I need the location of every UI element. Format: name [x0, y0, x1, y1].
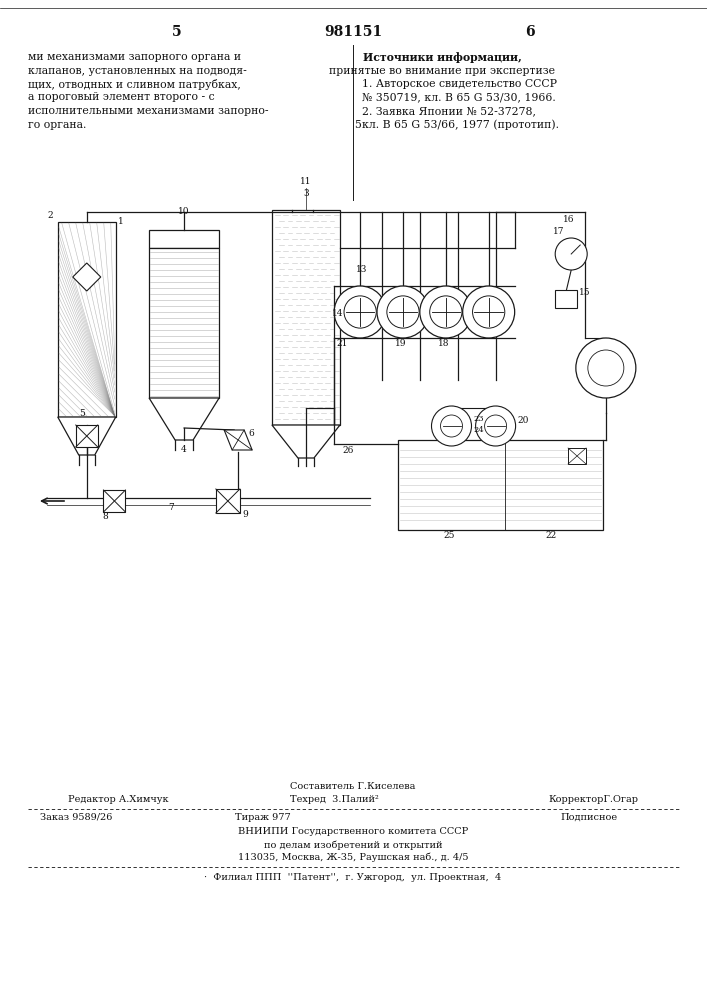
Text: Заказ 9589/26: Заказ 9589/26	[40, 813, 112, 822]
Text: 26: 26	[342, 446, 354, 455]
Text: 1: 1	[118, 217, 124, 226]
Text: Редактор А.Химчук: Редактор А.Химчук	[68, 795, 169, 804]
Text: 11: 11	[300, 177, 312, 186]
Text: 10: 10	[178, 207, 189, 216]
Circle shape	[334, 286, 386, 338]
Circle shape	[462, 286, 515, 338]
Circle shape	[431, 406, 472, 446]
Text: принятые во внимание при экспертизе: принятые во внимание при экспертизе	[329, 66, 555, 76]
Circle shape	[484, 415, 507, 437]
Text: по делам изобретений и открытий: по делам изобретений и открытий	[264, 840, 443, 850]
Text: 15: 15	[580, 288, 591, 297]
Text: 981151: 981151	[324, 25, 382, 39]
Text: 2: 2	[48, 211, 53, 220]
Circle shape	[387, 296, 419, 328]
Circle shape	[472, 296, 505, 328]
Circle shape	[430, 296, 462, 328]
Circle shape	[555, 238, 588, 270]
Circle shape	[344, 296, 376, 328]
Bar	[149, 230, 219, 248]
Bar	[216, 489, 240, 513]
Text: 25: 25	[443, 531, 455, 540]
Bar	[103, 490, 125, 512]
Text: 4: 4	[181, 445, 187, 454]
Text: ми механизмами запорного органа и: ми механизмами запорного органа и	[28, 52, 241, 62]
Text: 24: 24	[474, 426, 484, 434]
Text: 19: 19	[395, 339, 407, 348]
Text: 6: 6	[248, 429, 254, 438]
Polygon shape	[149, 398, 219, 440]
Text: 17: 17	[553, 227, 565, 236]
Text: а пороговый элемент второго - с: а пороговый элемент второго - с	[28, 93, 215, 103]
Bar	[76, 425, 98, 447]
Text: 16: 16	[563, 215, 575, 224]
Text: 2. Заявка Японии № 52-37278,: 2. Заявка Японии № 52-37278,	[362, 106, 536, 116]
Text: 3: 3	[303, 189, 308, 198]
Text: 18: 18	[438, 339, 450, 348]
Text: Подписное: Подписное	[560, 813, 617, 822]
Text: 22: 22	[546, 531, 557, 540]
Text: 20: 20	[518, 416, 529, 425]
Text: 113035, Москва, Ж-35, Раушская наб., д. 4/5: 113035, Москва, Ж-35, Раушская наб., д. …	[238, 853, 468, 862]
Text: Составитель Г.Киселева: Составитель Г.Киселева	[291, 782, 416, 791]
Text: Техред  3.Палий²: Техред 3.Палий²	[290, 795, 379, 804]
Bar	[568, 448, 586, 464]
Circle shape	[575, 338, 636, 398]
Text: 6: 6	[525, 25, 534, 39]
Text: 5: 5	[78, 409, 85, 418]
Bar	[58, 222, 116, 417]
Text: № 350719, кл. В 65 G 53/30, 1966.: № 350719, кл. В 65 G 53/30, 1966.	[362, 93, 556, 103]
Text: ВНИИПИ Государственного комитета СССР: ВНИИПИ Государственного комитета СССР	[238, 827, 468, 836]
Circle shape	[588, 350, 624, 386]
Circle shape	[440, 415, 462, 437]
Polygon shape	[224, 430, 252, 450]
Text: Тираж 977: Тираж 977	[235, 813, 291, 822]
Text: исполнительными механизмами запорно-: исполнительными механизмами запорно-	[28, 106, 269, 116]
Text: 5: 5	[354, 119, 361, 129]
Text: го органа.: го органа.	[28, 119, 86, 129]
Polygon shape	[58, 417, 116, 455]
Text: 23: 23	[474, 415, 484, 423]
Text: 5: 5	[173, 25, 182, 39]
Bar	[398, 440, 603, 530]
Text: Источники информации,: Источники информации,	[363, 52, 521, 63]
Circle shape	[420, 286, 472, 338]
Text: 9: 9	[243, 510, 249, 519]
Text: щих, отводных и сливном патрубках,: щих, отводных и сливном патрубках,	[28, 79, 241, 90]
Bar	[272, 210, 340, 425]
Circle shape	[377, 286, 429, 338]
Text: клапанов, установленных на подводя-: клапанов, установленных на подводя-	[28, 66, 247, 76]
Text: 8: 8	[103, 512, 108, 521]
Text: 14: 14	[332, 309, 344, 318]
Text: КорректорГ.Огар: КорректорГ.Огар	[548, 795, 638, 804]
Text: кл. В 65 G 53/66, 1977 (прототип).: кл. В 65 G 53/66, 1977 (прототип).	[362, 119, 559, 130]
Text: 7: 7	[168, 503, 174, 512]
Text: 1. Авторское свидетельство СССР: 1. Авторское свидетельство СССР	[362, 79, 557, 89]
Bar	[556, 290, 578, 308]
Polygon shape	[73, 263, 101, 291]
Polygon shape	[272, 425, 340, 458]
Text: 21: 21	[336, 339, 348, 348]
Text: 19: 19	[598, 355, 609, 364]
Text: 13: 13	[356, 265, 367, 274]
Text: ·  Филиал ППП  ''Патент'',  г. Ужгород,  ул. Проектная,  4: · Филиал ППП ''Патент'', г. Ужгород, ул.…	[204, 873, 502, 882]
Circle shape	[476, 406, 515, 446]
Bar	[149, 248, 219, 398]
